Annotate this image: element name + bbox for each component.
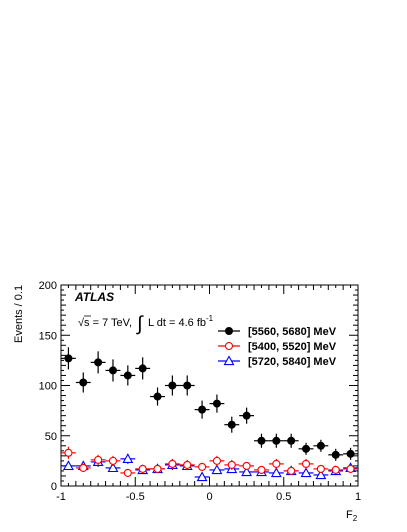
y-axis-label: Events / 0.1 bbox=[13, 285, 25, 343]
data-point bbox=[108, 366, 117, 375]
data-point bbox=[212, 456, 221, 465]
x-axis-label-subscript: 2 bbox=[353, 514, 358, 523]
data-point bbox=[94, 455, 103, 464]
data-point bbox=[198, 462, 207, 471]
series-group bbox=[61, 347, 358, 461]
tick-labels: -1 -0.5 0 0.5 1 0 50 100 150 200 bbox=[39, 280, 361, 503]
legend-marker bbox=[224, 341, 234, 351]
data-point bbox=[270, 467, 282, 478]
data-point bbox=[138, 464, 147, 473]
data-point bbox=[331, 465, 340, 474]
data-point bbox=[227, 420, 236, 429]
y-tick-label: 100 bbox=[39, 381, 57, 393]
data-point bbox=[62, 460, 74, 471]
data-point bbox=[64, 354, 73, 363]
lumi-superscript: -1 bbox=[206, 314, 214, 323]
legend: [5560, 5680] MeV [5400, 5520] MeV [5720, 5… bbox=[218, 326, 337, 368]
x-tick-label: 1 bbox=[355, 491, 361, 503]
data-point bbox=[331, 450, 340, 459]
data-point bbox=[168, 459, 177, 468]
data-point bbox=[287, 436, 296, 445]
x-tick-label: -0.5 bbox=[126, 491, 145, 503]
legend-marker bbox=[225, 327, 233, 335]
data-point bbox=[198, 405, 207, 414]
legend-marker bbox=[223, 355, 235, 366]
x-axis-label-text: F bbox=[346, 509, 353, 521]
integral-symbol: ∫ bbox=[136, 313, 144, 335]
data-point bbox=[301, 459, 311, 468]
data-point bbox=[123, 371, 132, 380]
data-point bbox=[302, 444, 311, 453]
data-point bbox=[212, 399, 221, 408]
y-tick-label: 150 bbox=[39, 330, 57, 342]
lumi-text: L dt = 4.6 fb bbox=[148, 317, 206, 329]
x-axis-label: F2 bbox=[346, 509, 358, 523]
atlas-label: ATLAS bbox=[74, 290, 114, 304]
energy-label: √s = 7 TeV, bbox=[78, 317, 132, 329]
data-point bbox=[94, 358, 103, 367]
data-point bbox=[196, 471, 208, 482]
series-group bbox=[61, 446, 358, 477]
lumi-label: L dt = 4.6 fb-1 bbox=[148, 314, 214, 329]
data-point bbox=[242, 411, 251, 420]
x-tick-label: 0 bbox=[206, 491, 212, 503]
data-point bbox=[346, 464, 355, 473]
y-tick-label: 200 bbox=[39, 280, 57, 292]
data-point bbox=[287, 466, 296, 475]
y-tick-label: 0 bbox=[51, 481, 57, 493]
data-point bbox=[64, 448, 73, 457]
data-point bbox=[123, 468, 132, 477]
data-point bbox=[300, 467, 312, 478]
legend-label: [5720, 5840] MeV bbox=[248, 356, 337, 368]
data-markers bbox=[61, 347, 358, 482]
data-point bbox=[241, 466, 253, 477]
data-point bbox=[153, 464, 162, 473]
data-point bbox=[211, 464, 223, 475]
data-point bbox=[183, 460, 192, 469]
data-point bbox=[316, 441, 325, 450]
data-point bbox=[227, 460, 236, 469]
axis-ticks bbox=[60, 284, 359, 487]
data-point bbox=[138, 364, 147, 373]
data-point bbox=[242, 461, 251, 470]
data-point bbox=[257, 465, 266, 474]
data-point bbox=[168, 381, 177, 390]
x-tick-label: -1 bbox=[56, 491, 66, 503]
data-point bbox=[315, 469, 327, 480]
data-point bbox=[108, 456, 118, 465]
data-point bbox=[346, 449, 355, 458]
data-point bbox=[316, 464, 325, 473]
x-tick-label: 0.5 bbox=[276, 491, 291, 503]
data-point bbox=[107, 462, 119, 473]
data-point bbox=[79, 463, 88, 472]
y-tick-label: 50 bbox=[45, 431, 57, 443]
legend-label: [5560, 5680] MeV bbox=[248, 326, 337, 338]
data-point bbox=[122, 453, 134, 464]
data-point bbox=[183, 381, 192, 390]
data-point bbox=[153, 392, 162, 401]
data-point bbox=[272, 436, 281, 445]
data-point bbox=[257, 436, 266, 445]
legend-label: [5400, 5520] MeV bbox=[248, 341, 337, 353]
data-point bbox=[272, 459, 281, 468]
data-point bbox=[79, 378, 88, 387]
